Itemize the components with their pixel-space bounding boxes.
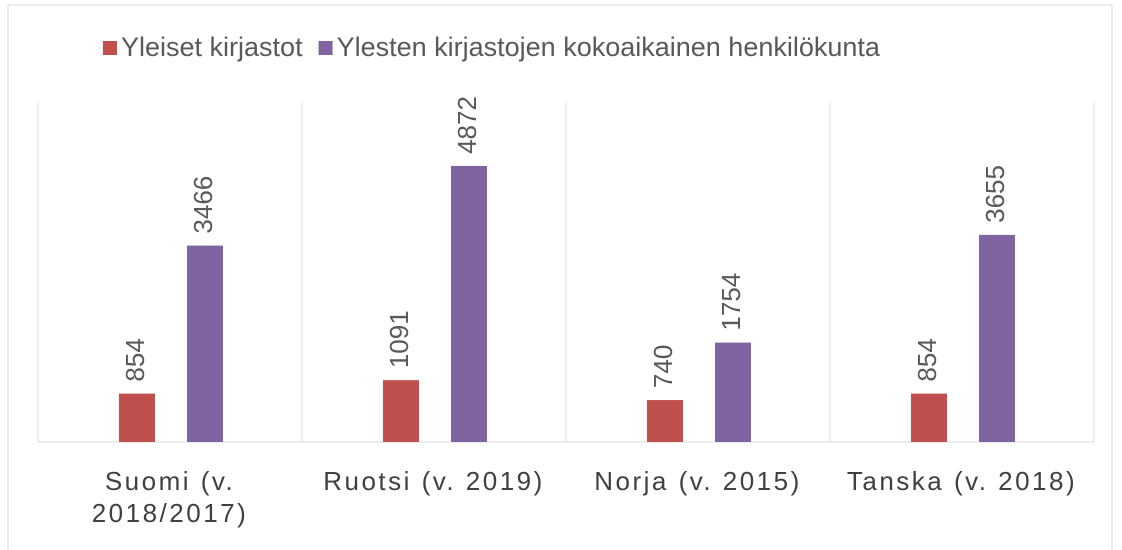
legend-swatch [318,41,333,55]
data-label: 3655 [980,165,1010,223]
bar [119,393,155,442]
legend-label: Yleiset kirjastot [121,32,303,62]
bar [979,234,1015,442]
bar [383,380,419,442]
bar [911,393,947,442]
x-tick-label: Tanska (v. 2018) [846,466,1078,496]
data-label: 854 [912,338,942,381]
data-label: 1754 [716,273,746,331]
bar [187,245,223,442]
bar [451,165,487,443]
bar [715,342,751,442]
data-label: 1091 [384,310,414,368]
x-tick-label: Ruotsi (v. 2019) [323,466,545,496]
data-label: 854 [120,338,150,381]
data-label: 4872 [452,96,482,154]
legend-swatch [103,41,117,55]
legend-label: Ylesten kirjastojen kokoaikainen henkilö… [337,32,881,62]
bar [647,400,683,442]
x-tick-label: Norja (v. 2015) [594,466,802,496]
x-tick-label: Suomi (v. 2018/2017) [91,466,249,528]
data-label: 740 [648,345,678,388]
data-label: 3466 [188,176,218,234]
